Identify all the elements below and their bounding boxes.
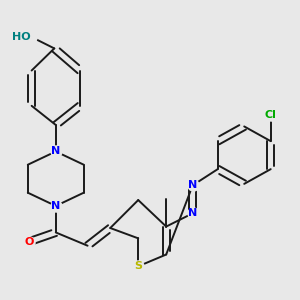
Text: S: S bbox=[134, 261, 142, 271]
Text: Cl: Cl bbox=[265, 110, 277, 120]
Text: N: N bbox=[188, 180, 197, 190]
Text: HO: HO bbox=[12, 32, 31, 42]
Text: N: N bbox=[188, 208, 197, 218]
Text: N: N bbox=[51, 146, 60, 157]
Text: O: O bbox=[24, 237, 33, 247]
Text: N: N bbox=[51, 201, 60, 211]
